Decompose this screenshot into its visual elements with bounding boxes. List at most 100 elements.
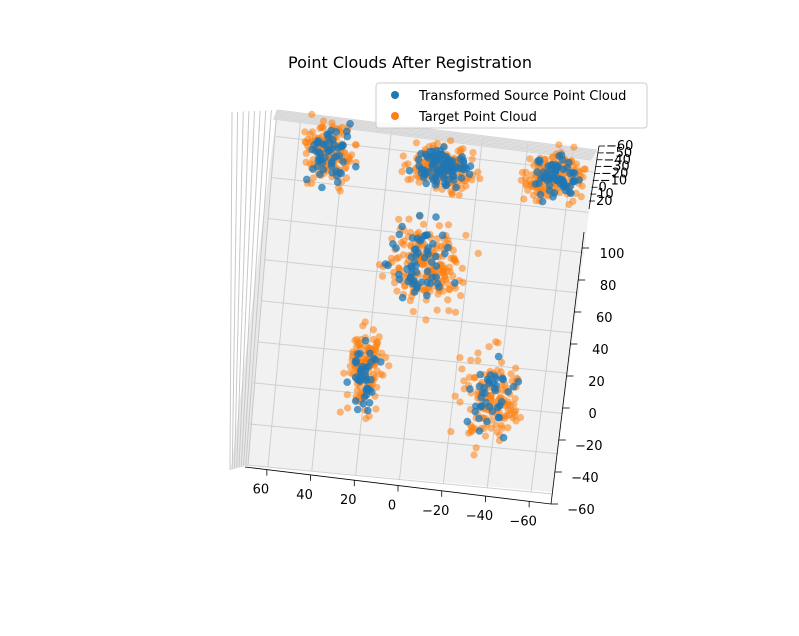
scatter-point — [422, 316, 430, 324]
scatter-point — [462, 231, 470, 239]
z-grid-line — [275, 112, 595, 155]
scatter-point — [456, 398, 464, 406]
scatter-point — [456, 155, 465, 163]
scatter-point — [512, 364, 520, 372]
scatter-point — [341, 164, 349, 172]
scatter-point — [444, 175, 453, 184]
scatter-point — [420, 166, 428, 175]
scatter-point — [404, 277, 412, 286]
scatter-point — [426, 279, 435, 288]
scatter-point — [330, 141, 339, 149]
scatter-point — [377, 370, 385, 378]
scatter-point — [381, 260, 390, 268]
scatter-point — [545, 181, 554, 189]
z-tick-label: −20 — [601, 167, 628, 182]
legend: Transformed Source Point Cloud Target Po… — [375, 82, 648, 129]
scatter-point — [472, 444, 480, 452]
scatter-point — [316, 170, 324, 179]
scatter-point — [308, 145, 317, 154]
scatter-point — [476, 175, 484, 183]
scatter-point — [367, 375, 375, 384]
scatter-point — [441, 154, 450, 162]
scatter-point — [504, 424, 512, 432]
scatter-point — [577, 193, 585, 201]
y-grid-line — [245, 464, 554, 495]
scatter-point — [395, 215, 403, 223]
scatter-point — [308, 110, 316, 118]
scatter-point — [319, 140, 327, 148]
z-grid-line — [231, 111, 239, 470]
scatter-point — [551, 167, 560, 175]
scatter-point — [460, 377, 468, 385]
scatter-point — [355, 341, 363, 349]
z-grid-line — [243, 110, 267, 467]
scatter-point — [578, 182, 586, 190]
x-tick-label: 0 — [388, 499, 396, 514]
scatter-point — [351, 141, 360, 149]
scatter-point — [451, 308, 460, 316]
scatter-point — [445, 286, 453, 294]
scatter-point — [480, 383, 489, 392]
scatter-point — [372, 405, 380, 413]
legend-frame — [375, 82, 648, 129]
scatter-point — [509, 383, 518, 391]
scatter-point — [431, 181, 440, 189]
scatter-point — [458, 365, 466, 373]
scatter-point — [339, 158, 348, 166]
z-tick-label: −10 — [600, 173, 627, 188]
scatter-point — [465, 429, 473, 437]
x-grid-line — [355, 128, 393, 476]
scatter-point — [475, 414, 483, 423]
scatter-point — [398, 168, 406, 176]
scatter-point — [417, 149, 425, 158]
z-grid-line — [245, 110, 272, 466]
x-grid-line — [267, 118, 302, 468]
legend-label-source: Transformed Source Point Cloud — [418, 89, 626, 104]
scatter-point — [327, 162, 336, 170]
z-tick-label: 10 — [597, 187, 614, 202]
scatter-point — [433, 139, 441, 148]
scatter-point — [533, 168, 541, 176]
scatter-point — [492, 421, 500, 429]
z-grid-line — [240, 110, 261, 467]
scatter-point — [414, 156, 423, 164]
x-tick-label: −40 — [466, 509, 493, 524]
scatter-point — [565, 158, 573, 167]
scatter-point — [572, 189, 580, 197]
scatter-point — [432, 213, 440, 221]
scatter-point — [489, 379, 498, 387]
scatter-point — [395, 230, 404, 239]
scatter-point — [423, 231, 432, 239]
scatter-point — [456, 354, 464, 362]
scatter-point — [362, 363, 371, 372]
scatter-point — [319, 124, 327, 132]
scatter-point — [356, 349, 364, 358]
scatter-point — [353, 335, 361, 343]
scatter-point — [302, 149, 310, 157]
scatter-point — [369, 326, 377, 334]
scatter-point — [494, 352, 503, 361]
z-grid-line — [275, 111, 596, 153]
scatter-point — [468, 176, 476, 184]
scatter-point — [399, 251, 408, 259]
scatter-point — [493, 403, 502, 412]
x-grid-line — [442, 139, 483, 484]
scatter-point — [549, 193, 557, 201]
scatter-point — [485, 343, 493, 351]
scatter-point — [344, 404, 352, 412]
tick-marks: 60 40 20 0 −20 −40 −60100806040200−20−40−60−60… — [253, 139, 634, 529]
y-tick-label: 80 — [600, 279, 617, 294]
scatter-point — [387, 254, 396, 262]
scatter-point — [343, 391, 351, 399]
z-tick-label: 0 — [599, 180, 607, 195]
scatter-point — [547, 161, 556, 169]
scatter-point — [474, 249, 482, 257]
scatter-point — [471, 407, 480, 416]
z-grid-line — [276, 109, 598, 151]
scatter-point — [419, 220, 428, 228]
scatter-point — [494, 413, 503, 422]
scatter-point — [475, 427, 484, 435]
scatter-point — [507, 370, 515, 378]
scatter-point — [366, 349, 374, 358]
scatter-point — [313, 162, 322, 171]
